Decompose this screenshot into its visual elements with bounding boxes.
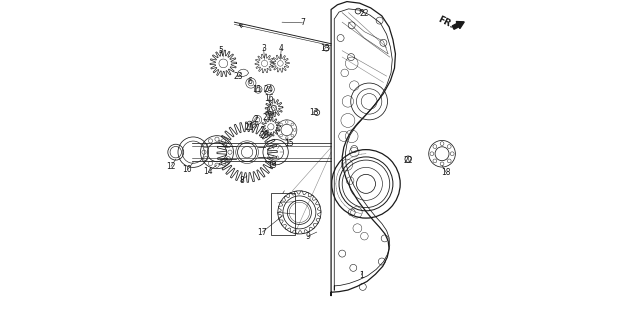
Text: 19: 19 [267,161,276,170]
Text: 21: 21 [245,123,254,132]
FancyArrow shape [452,22,464,29]
Text: 7: 7 [300,18,305,27]
Text: 13: 13 [310,108,319,117]
Text: 2: 2 [253,115,259,124]
Text: 16: 16 [264,94,273,103]
Text: 10: 10 [182,165,192,174]
Text: 6: 6 [247,77,252,86]
Text: 21: 21 [263,113,273,122]
Text: 3: 3 [261,44,266,53]
Text: 22: 22 [360,9,369,18]
Text: FR.: FR. [436,15,455,30]
Text: 12: 12 [166,162,176,171]
Text: 15: 15 [284,139,294,148]
Bar [271,193,294,235]
Text: 24: 24 [264,85,273,94]
Text: 1: 1 [359,271,364,280]
Text: 9: 9 [305,232,310,241]
Text: 14: 14 [204,167,213,176]
Text: 8: 8 [239,176,244,184]
Text: 18: 18 [442,168,451,177]
Text: 22: 22 [403,156,413,165]
Text: 5: 5 [219,46,223,55]
Text: 17: 17 [257,228,267,236]
Text: 13: 13 [320,44,330,53]
Text: 11: 11 [252,85,261,94]
Text: 20: 20 [260,131,269,140]
Text: 4: 4 [279,44,284,53]
Text: 23: 23 [234,72,243,81]
